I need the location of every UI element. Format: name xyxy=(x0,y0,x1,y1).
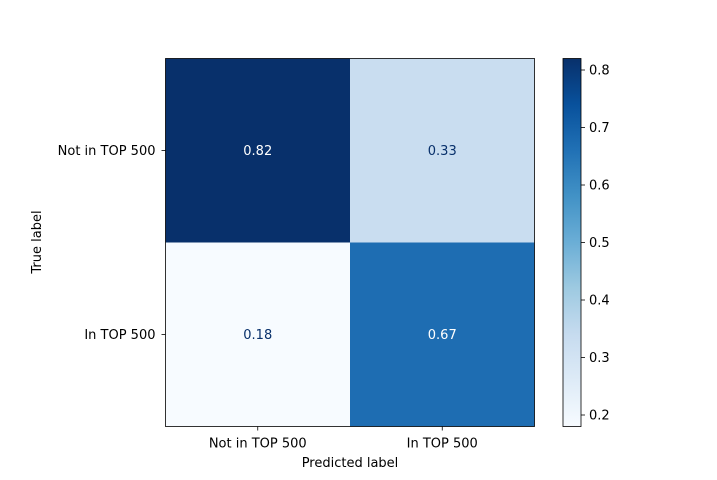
matrix-frame xyxy=(165,58,535,427)
colorbar-tick-label: 0.4 xyxy=(589,294,610,309)
colorbar-tick-label: 0.7 xyxy=(589,121,610,136)
x-tick-label: Not in TOP 500 xyxy=(209,437,307,452)
x-axis-label: Predicted label xyxy=(302,456,399,471)
cell-value-label: 0.82 xyxy=(243,144,272,159)
y-tick-label: Not in TOP 500 xyxy=(58,144,156,159)
matrix-cell xyxy=(165,242,350,427)
cell-value-label: 0.18 xyxy=(243,328,272,343)
cell-value-label: 0.33 xyxy=(428,144,457,159)
colorbar-gradient xyxy=(563,58,581,427)
y-tick-label: In TOP 500 xyxy=(84,328,155,343)
x-axis-ticks: Not in TOP 500 In TOP 500 xyxy=(209,426,478,452)
colorbar: 0.2 0.3 0.4 0.5 0.6 0.7 0.8 xyxy=(562,58,610,427)
colorbar-tick-label: 0.3 xyxy=(589,351,610,366)
matrix-cell xyxy=(350,58,535,243)
matrix-cell xyxy=(165,58,350,243)
y-axis-label: True label xyxy=(30,210,45,274)
colorbar-tick-label: 0.2 xyxy=(589,409,610,424)
x-tick-label: In TOP 500 xyxy=(407,437,478,452)
y-axis-ticks: Not in TOP 500 In TOP 500 xyxy=(58,144,166,343)
colorbar-tick-label: 0.8 xyxy=(589,64,610,79)
matrix-cells: 0.82 0.33 0.18 0.67 xyxy=(165,58,535,427)
colorbar-tick-label: 0.5 xyxy=(589,236,610,251)
cell-value-label: 0.67 xyxy=(428,328,457,343)
matrix-cell xyxy=(350,242,535,427)
colorbar-tick-label: 0.6 xyxy=(589,179,610,194)
